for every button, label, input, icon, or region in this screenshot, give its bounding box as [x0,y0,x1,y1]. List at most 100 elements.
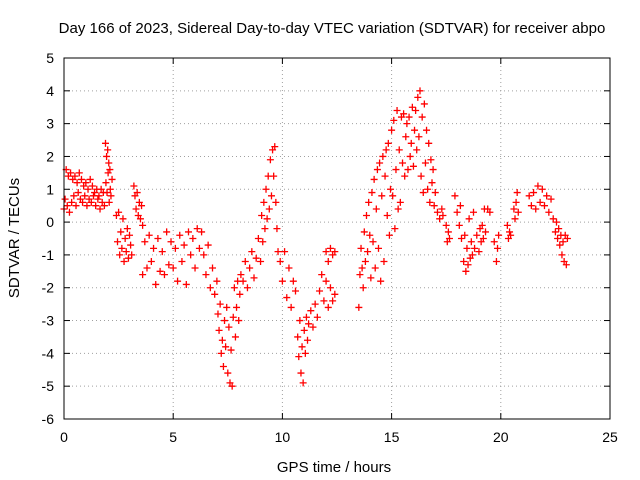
data-point [250,274,258,282]
data-point [405,113,413,121]
data-point [127,241,135,249]
data-point [357,244,365,252]
data-point [527,202,535,210]
data-point [100,202,108,210]
data-point [213,277,221,285]
data-point [106,185,114,193]
data-point [67,169,75,177]
data-point [362,212,370,220]
data-point [299,379,307,387]
data-point [239,277,247,285]
data-point [206,284,214,292]
data-point [115,208,123,216]
data-point [79,198,87,206]
data-point [224,369,232,377]
data-point [399,159,407,167]
data-point [490,238,498,246]
data-point [266,156,274,164]
data-point [257,257,265,265]
data-point [271,143,279,151]
data-point [287,303,295,311]
data-point [563,235,571,242]
data-point [506,228,514,236]
data-point [413,146,421,154]
data-point [214,310,222,318]
data-point [436,215,444,223]
data-point [494,244,502,252]
data-point [427,156,435,164]
data-point [84,185,92,193]
data-point [252,254,260,262]
data-point [378,192,386,200]
data-point [202,271,210,279]
y-tick-labels: -6 -5 -4 -3 -2 -1 0 1 2 3 4 5 [42,50,55,427]
data-point [394,205,402,213]
data-point [294,333,302,341]
data-point [407,139,415,147]
data-point [479,235,487,242]
y-tick-label: 0 [46,214,54,230]
data-point [221,317,229,325]
data-point [285,264,293,272]
data-point [104,169,112,177]
data-point [228,382,236,390]
data-point [229,313,237,321]
x-tick-label: 5 [169,429,177,445]
data-point [384,139,392,147]
data-point [382,146,390,154]
data-point [217,349,225,357]
data-point [182,280,190,288]
data-point [158,248,166,256]
data-point [126,231,134,239]
data-point [511,215,519,223]
data-point [104,146,112,154]
data-point [74,189,82,197]
data-point [415,133,423,141]
data-point [512,198,520,206]
data-point [400,110,408,118]
data-point [376,159,384,167]
data-point [139,271,147,279]
data-point [184,228,192,236]
data-point [73,179,81,187]
data-point [152,280,160,288]
data-point [438,205,446,213]
data-point [248,248,256,256]
data-point [368,189,376,197]
data-point [254,235,262,242]
data-point [412,107,420,115]
data-point [392,166,400,174]
data-point [87,198,95,206]
data-point [453,208,461,216]
data-point [267,192,275,200]
data-point [118,244,126,252]
data-point [222,343,230,351]
data-point [107,192,115,200]
data-point [482,228,490,236]
data-point [445,235,453,242]
data-point [513,189,521,197]
y-tick-label: 5 [46,50,54,66]
data-point [356,271,364,279]
data-point [124,254,132,262]
data-point [428,179,436,187]
data-point [403,120,411,128]
data-point [416,87,424,95]
data-point [302,313,310,321]
data-point [536,198,544,206]
x-tick-label: 25 [602,429,618,445]
data-point [88,182,96,190]
y-tick-label: -4 [42,345,55,361]
data-point [295,353,303,361]
data-point [105,198,113,206]
data-point [297,369,305,377]
data-point [558,251,566,259]
data-markers [60,87,571,390]
data-point [355,303,363,311]
data-point [95,192,103,200]
data-point [209,264,217,272]
data-point [549,215,557,223]
x-axis-label: GPS time / hours [277,459,391,476]
data-point [216,300,224,308]
